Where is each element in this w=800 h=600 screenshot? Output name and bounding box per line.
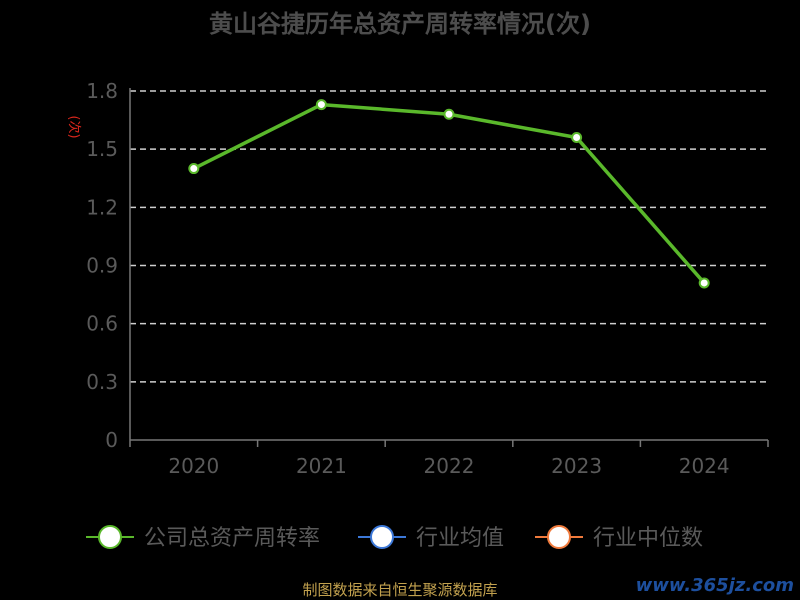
- legend-label[interactable]: 行业中位数: [593, 526, 703, 551]
- x-tick-label: 2022: [424, 454, 475, 478]
- legend-marker-dot: [547, 525, 571, 549]
- axes: [129, 88, 769, 447]
- chart-title: 黄山谷捷历年总资产周转率情况(次): [209, 10, 591, 38]
- legend-marker-dot: [98, 525, 122, 549]
- y-tick-label: 0: [105, 428, 118, 452]
- data-point[interactable]: [443, 108, 455, 120]
- x-tick-labels: 2020 2021 2022 2023 2024: [168, 454, 729, 478]
- y-tick-labels: 0 0.3 0.6 0.9 1.2 1.5 1.8: [86, 79, 118, 452]
- legend-label[interactable]: 行业均值: [416, 526, 504, 551]
- x-tick-label: 2023: [551, 454, 602, 478]
- y-tick-label: 1.5: [86, 137, 118, 161]
- x-tick-label: 2020: [168, 454, 219, 478]
- series-line: [193, 102, 706, 285]
- y-axis-unit: (次): [66, 115, 82, 138]
- y-tick-label: 0.6: [86, 312, 118, 336]
- x-tick-label: 2024: [679, 454, 730, 478]
- y-tick-label: 0.3: [86, 370, 118, 394]
- data-point[interactable]: [315, 99, 327, 111]
- y-tick-label: 1.8: [86, 79, 118, 103]
- data-point[interactable]: [698, 277, 710, 289]
- data-point[interactable]: [571, 132, 583, 144]
- series-layer: [188, 99, 710, 289]
- y-tick-label: 1.2: [86, 195, 118, 219]
- grid-lines: [130, 90, 768, 383]
- y-tick-label: 0.9: [86, 254, 118, 278]
- legend-marker-dot: [370, 525, 394, 549]
- legend[interactable]: 公司总资产周转率 行业均值 行业中位数: [86, 525, 703, 551]
- data-point[interactable]: [188, 163, 200, 175]
- site-watermark[interactable]: www.365jz.com: [635, 575, 794, 596]
- data-source-note: 制图数据来自恒生聚源数据库: [302, 581, 498, 599]
- legend-label[interactable]: 公司总资产周转率: [144, 526, 320, 551]
- x-tick-label: 2021: [296, 454, 347, 478]
